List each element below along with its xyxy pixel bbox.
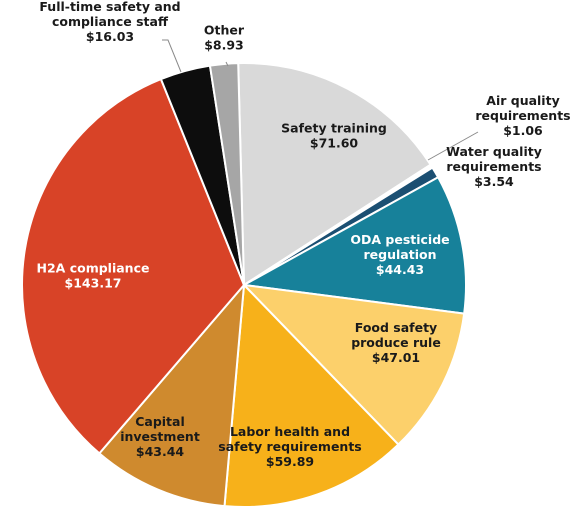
slice-label: Air quality requirements $1.06: [475, 93, 570, 138]
pie-slice: [237, 62, 432, 286]
slice-label: Full-time safety and compliance staff $16.…: [39, 0, 180, 44]
slice-category: requirements: [475, 108, 570, 123]
slice-label: Capital investment $43.44: [120, 414, 200, 459]
slice-label: Food safety produce rule $47.01: [351, 320, 441, 365]
leader-lines: [162, 39, 479, 161]
slice-value: $44.43: [376, 262, 424, 277]
slice-category: requirements: [446, 159, 541, 174]
slice-value: $59.89: [266, 454, 314, 469]
slice-category: compliance staff: [52, 14, 169, 29]
slice-value: $16.03: [86, 29, 134, 44]
slice-label: Labor health and safety requirements $59.8…: [218, 424, 362, 469]
slice-label: ODA pesticide regulation $44.43: [350, 232, 449, 277]
slice-category: Full-time safety and: [39, 0, 180, 14]
slice-category: Safety training: [281, 121, 387, 136]
pie-slice: [223, 284, 400, 508]
slice-category: produce rule: [351, 335, 441, 350]
slice-value: $143.17: [65, 276, 122, 291]
slice-value: $43.44: [136, 444, 185, 459]
leader-line: [162, 39, 182, 73]
slice-value: $47.01: [372, 350, 420, 365]
slice-label: Safety training $71.60: [281, 121, 387, 151]
pie-slice: [98, 284, 245, 508]
slice-category: regulation: [364, 247, 437, 262]
slice-category: Water quality: [446, 144, 542, 159]
slice-label: Other $8.93: [204, 23, 245, 53]
pie-slices: [21, 62, 467, 508]
slice-category: Food safety: [355, 320, 437, 335]
pie-slice: [243, 176, 467, 315]
slice-category: Labor health and: [230, 424, 350, 439]
slice-category: safety requirements: [218, 439, 362, 454]
leader-line: [225, 61, 229, 67]
slice-value: $3.54: [474, 174, 514, 189]
slice-value: $1.06: [503, 123, 543, 138]
pie-slice: [21, 78, 245, 455]
slice-category: Capital: [135, 414, 185, 429]
slice-label: Water quality requirements $3.54: [446, 144, 542, 189]
slice-category: investment: [120, 429, 200, 444]
slice-category: H2A compliance: [37, 261, 150, 276]
slice-category: Other: [204, 23, 245, 38]
leader-line: [427, 131, 479, 161]
pie-slice: [243, 284, 466, 446]
slice-value: $71.60: [310, 136, 359, 151]
slice-category: Air quality: [486, 93, 559, 108]
slice-label: H2A compliance $143.17: [37, 261, 150, 291]
slice-value: $8.93: [204, 38, 244, 53]
slice-category: ODA pesticide: [350, 232, 449, 247]
pie-slice: [208, 62, 245, 286]
